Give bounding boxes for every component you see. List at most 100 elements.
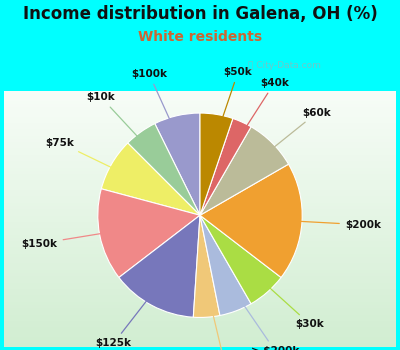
Text: $50k: $50k — [210, 67, 252, 155]
Bar — [4, 158, 396, 161]
Bar — [4, 100, 396, 104]
Bar — [4, 206, 396, 209]
Text: $30k: $30k — [240, 261, 324, 329]
Bar — [4, 305, 396, 308]
Bar — [4, 145, 396, 148]
Text: > $200k: > $200k — [222, 273, 300, 350]
Bar — [4, 136, 396, 139]
Bar — [4, 120, 396, 123]
Bar — [4, 123, 396, 126]
Bar — [4, 247, 396, 251]
Bar — [4, 184, 396, 187]
Bar — [4, 142, 396, 145]
Wedge shape — [101, 143, 200, 215]
Wedge shape — [119, 215, 200, 317]
Bar — [4, 187, 396, 190]
Bar — [4, 193, 396, 196]
Text: $10k: $10k — [87, 92, 164, 166]
Bar — [4, 110, 396, 113]
Bar — [4, 97, 396, 100]
Bar — [4, 168, 396, 171]
Text: $40k: $40k — [225, 78, 289, 159]
Bar — [4, 126, 396, 130]
Bar — [4, 279, 396, 283]
Bar — [4, 267, 396, 270]
Bar — [4, 107, 396, 110]
Bar — [4, 308, 396, 312]
Bar — [4, 292, 396, 295]
Bar — [4, 260, 396, 264]
Bar — [4, 251, 396, 254]
Bar — [4, 171, 396, 174]
Bar — [4, 190, 396, 193]
Bar — [4, 133, 396, 136]
Bar — [4, 318, 396, 321]
Bar — [4, 343, 396, 346]
Bar — [4, 302, 396, 305]
Bar — [4, 225, 396, 228]
Bar — [4, 216, 396, 219]
Bar — [4, 257, 396, 260]
Bar — [4, 283, 396, 286]
Bar — [4, 199, 396, 203]
Bar — [4, 295, 396, 299]
Bar — [4, 238, 396, 241]
Bar — [4, 299, 396, 302]
Bar — [4, 334, 396, 337]
Wedge shape — [200, 215, 251, 315]
Wedge shape — [128, 124, 200, 215]
Text: ⓘ City-Data.com: ⓘ City-Data.com — [248, 61, 321, 70]
Wedge shape — [193, 215, 220, 317]
Bar — [4, 164, 396, 168]
Text: Income distribution in Galena, OH (%): Income distribution in Galena, OH (%) — [23, 5, 377, 23]
Text: $60k: $60k — [243, 108, 331, 172]
Bar — [4, 337, 396, 340]
Wedge shape — [155, 113, 200, 215]
Text: $100k: $100k — [131, 69, 186, 155]
Bar — [4, 129, 396, 133]
Bar — [4, 289, 396, 292]
Bar — [4, 196, 396, 200]
Bar — [4, 312, 396, 315]
Wedge shape — [200, 118, 251, 215]
Bar — [4, 286, 396, 289]
Bar — [4, 321, 396, 324]
Bar — [4, 327, 396, 330]
Bar — [4, 273, 396, 276]
Bar — [4, 241, 396, 244]
Wedge shape — [200, 113, 233, 215]
Bar — [4, 148, 396, 152]
Text: $75k: $75k — [46, 138, 147, 184]
Bar — [4, 222, 396, 225]
Text: $20k: $20k — [204, 276, 238, 350]
Wedge shape — [200, 164, 302, 278]
Bar — [4, 181, 396, 184]
Bar — [4, 330, 396, 334]
Bar — [4, 315, 396, 318]
Text: White residents: White residents — [138, 30, 262, 44]
Bar — [4, 264, 396, 267]
Bar — [4, 177, 396, 181]
Wedge shape — [200, 215, 281, 304]
Bar — [4, 244, 396, 247]
Bar — [4, 139, 396, 142]
Bar — [4, 117, 396, 120]
Bar — [4, 254, 396, 257]
Bar — [4, 270, 396, 273]
Bar — [4, 219, 396, 222]
Bar — [4, 209, 396, 212]
Bar — [4, 228, 396, 232]
Bar — [4, 91, 396, 94]
Bar — [4, 324, 396, 327]
Bar — [4, 232, 396, 235]
Bar — [4, 161, 396, 164]
Wedge shape — [200, 127, 288, 215]
Wedge shape — [98, 189, 200, 278]
Bar — [4, 174, 396, 177]
Bar — [4, 203, 396, 206]
Bar — [4, 340, 396, 343]
Bar — [4, 155, 396, 158]
Bar — [4, 212, 396, 216]
Bar — [4, 235, 396, 238]
Bar — [4, 113, 396, 117]
